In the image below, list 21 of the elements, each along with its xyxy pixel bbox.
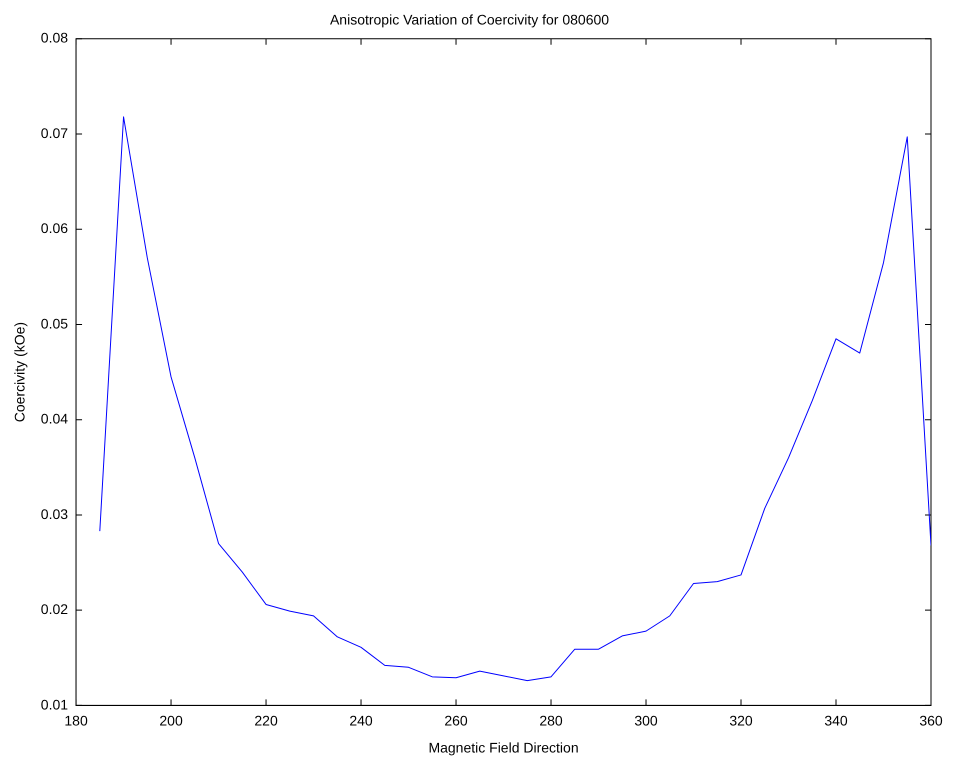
y-tick-label: 0.08 — [40, 30, 68, 46]
y-tick-label: 0.06 — [40, 220, 68, 236]
y-tick-label: 0.03 — [40, 506, 68, 522]
chart-title: Anisotropic Variation of Coercivity for 080600 — [330, 11, 610, 28]
x-tick-label: 200 — [159, 712, 183, 729]
y-tick-label: 0.07 — [40, 124, 68, 141]
x-tick-label: 220 — [254, 712, 278, 729]
y-axis-title: Coercivity (kOe) — [11, 322, 28, 422]
y-tick-label: 0.04 — [40, 410, 68, 427]
x-tick-label: 240 — [349, 712, 373, 729]
x-tick-label: 320 — [729, 712, 753, 729]
x-tick-label: 180 — [64, 712, 88, 729]
x-tick-label: 360 — [919, 712, 943, 729]
x-tick-label: 260 — [444, 712, 468, 729]
y-tick-label: 0.05 — [40, 315, 68, 332]
x-tick-label: 340 — [824, 712, 848, 729]
x-axis-title: Magnetic Field Direction — [428, 739, 579, 756]
y-tick-label: 0.02 — [40, 601, 68, 618]
y-tick-label: 0.01 — [40, 696, 68, 712]
x-tick-label: 300 — [634, 712, 658, 729]
x-tick-label: 280 — [539, 712, 563, 729]
